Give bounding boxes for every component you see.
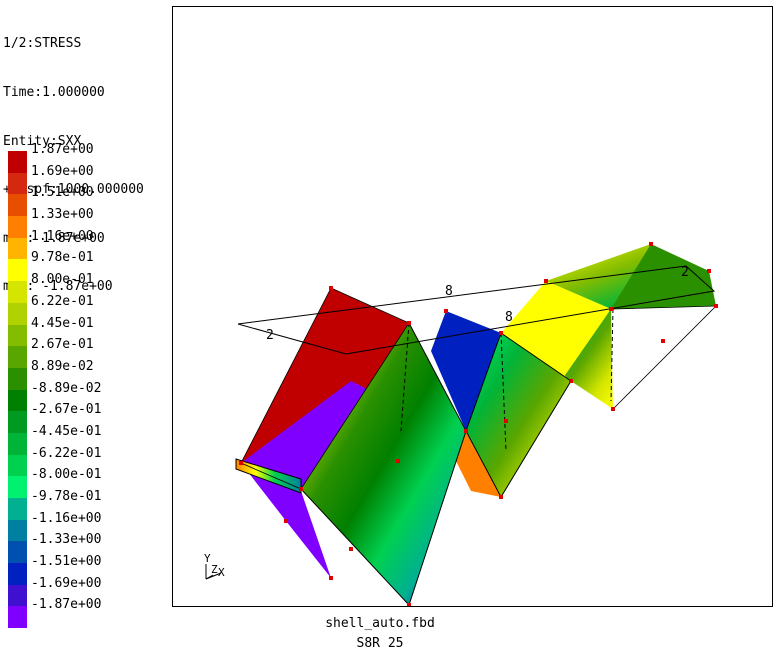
legend-label: 4.45e-01: [31, 315, 94, 331]
legend-label: -1.69e+00: [31, 575, 102, 591]
legend-swatch: [8, 454, 27, 477]
legend-label: 1.51e+00: [31, 185, 94, 201]
legend-label: 1.87e+00: [31, 142, 94, 157]
legend-swatch: [8, 563, 27, 585]
legend-label: -9.78e-01: [31, 489, 102, 504]
legend-swatch: [8, 411, 27, 433]
info-time: Time:1.000000: [3, 85, 105, 101]
purple-panel: [241, 381, 371, 491]
axis-z-label: Z: [211, 563, 218, 576]
legend-swatch: [8, 237, 27, 260]
axis-y-label: Y: [204, 552, 211, 565]
model-render: 2 8 8 2 Y Z X: [204, 242, 718, 607]
center-outline: [300, 322, 467, 606]
node-markers: [239, 242, 718, 607]
legend-label: -2.67e-01: [31, 402, 102, 418]
node-label-2b: 2: [681, 265, 689, 280]
legend-label: -8.89e-02: [31, 380, 102, 396]
far-panel-top: [611, 244, 716, 309]
legend-swatch: [8, 259, 27, 282]
legend-label: -8.00e-01: [31, 467, 102, 483]
blue-panel: [431, 311, 501, 431]
legend-swatch: [8, 172, 27, 195]
legend-swatch: [8, 151, 27, 173]
legend-label: 8.89e-02: [31, 358, 94, 374]
legend-swatch: [8, 519, 27, 542]
legend-swatch: [8, 498, 27, 520]
graphics-viewport[interactable]: 2 8 8 2 Y Z X: [172, 6, 773, 607]
frame-edge-top: [237, 265, 687, 325]
legend-swatch: [8, 389, 27, 412]
legend-swatch: [8, 194, 27, 217]
legend-label: 6.22e-01: [31, 293, 94, 309]
legend-swatch: [8, 302, 27, 325]
legend-label: -1.51e+00: [31, 554, 102, 570]
far-panel-lower: [541, 309, 613, 409]
legend-label: 1.69e+00: [31, 163, 94, 179]
footer-filename: shell_auto.fbd: [325, 616, 435, 631]
legend-label: -1.87e+00: [31, 597, 102, 613]
legend-swatch: [8, 541, 27, 564]
legend-label: -1.33e+00: [31, 532, 102, 548]
right-fold-panel: [466, 333, 571, 497]
legend-swatch: [8, 324, 27, 347]
legend-label: 2.67e-01: [31, 337, 94, 353]
legend-label: 8.00e-01: [31, 272, 94, 288]
footer-element-type: S8R 25: [356, 636, 404, 651]
node-label-8a: 8: [445, 284, 453, 299]
legend-label: -6.22e-01: [31, 445, 102, 461]
red-panel: [241, 288, 409, 463]
far-outline: [612, 305, 717, 410]
legend-swatch: [8, 584, 27, 607]
yellow-panel: [501, 281, 611, 381]
info-dispf: +Dispf:1000.000000: [3, 182, 144, 198]
frame-edge-bottom: [237, 265, 716, 355]
legend-swatch: [8, 432, 27, 455]
legend-label: -4.45e-01: [31, 423, 102, 439]
info-entity: Entity:SXX: [3, 133, 82, 149]
legend-label: 1.33e+00: [31, 207, 94, 223]
dashed-fold-line-2: [500, 332, 507, 452]
legend-swatch: [8, 216, 27, 238]
node-label-8b: 8: [505, 310, 513, 325]
legend-swatch: [8, 281, 27, 303]
axis-x-label: X: [218, 566, 225, 579]
legend-swatch: [8, 606, 27, 629]
axis-triad: Y Z X: [204, 552, 225, 580]
dashed-fold-line-3: [610, 308, 614, 402]
legend-label: 9.78e-01: [31, 250, 94, 266]
legend-swatch: [8, 346, 27, 368]
legend-label: 1.16e+00: [31, 228, 94, 244]
center-fold-panel: [301, 323, 466, 605]
legend-swatch: [8, 367, 27, 390]
node-label-2a: 2: [266, 328, 274, 343]
legend-label: -1.16e+00: [31, 510, 102, 526]
legend-swatch: [8, 476, 27, 498]
info-step-dataset: 1/2:STRESS: [3, 36, 82, 52]
